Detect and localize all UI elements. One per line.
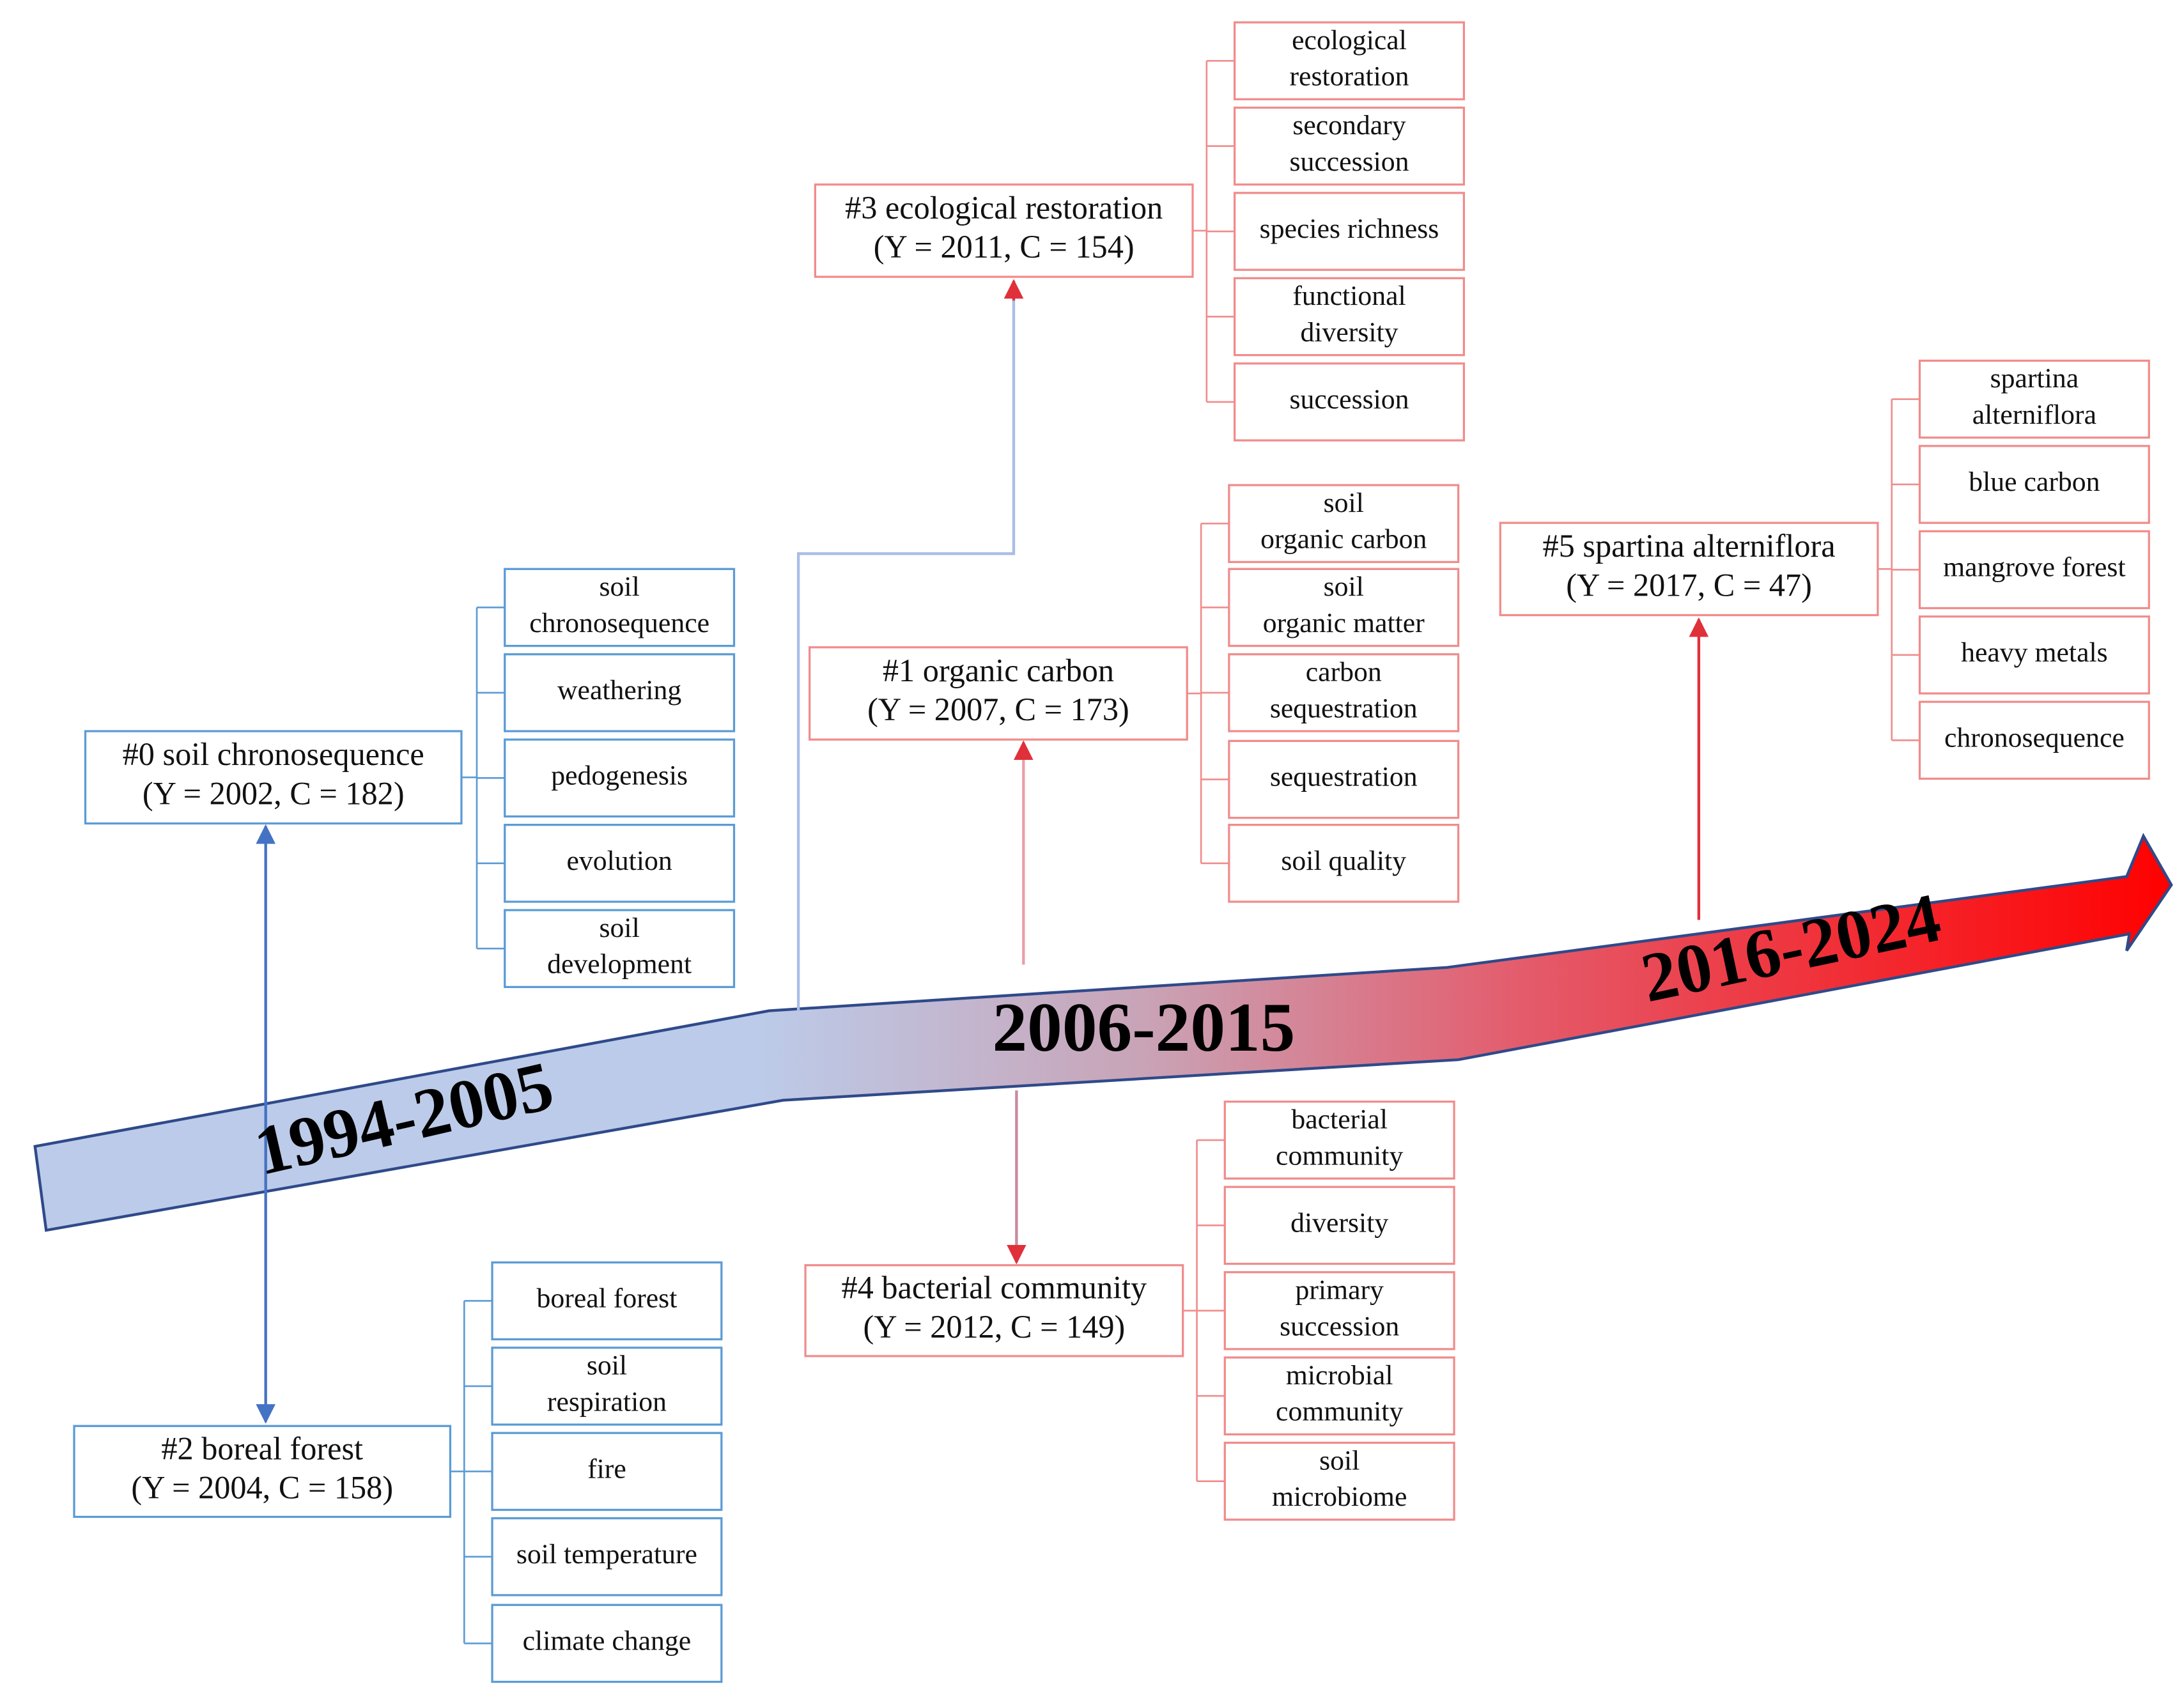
keyword: community (1276, 1396, 1403, 1427)
keyword: mangrove forest (1943, 552, 2126, 582)
keyword: microbiome (1272, 1481, 1407, 1512)
keyword: evolution (566, 846, 672, 876)
keyword: boreal forest (537, 1283, 678, 1314)
keyword-box (504, 823, 736, 903)
keyword-box (504, 653, 736, 732)
cluster-stats: (Y = 2004, C = 158) (131, 1470, 393, 1506)
keyword: fire (587, 1453, 626, 1484)
keyword-box (1223, 1356, 1455, 1436)
keyword-box (504, 909, 736, 989)
keyword-box (1223, 1101, 1455, 1180)
keyword: soil quality (1281, 846, 1406, 876)
keyword: species richness (1260, 213, 1439, 244)
keyword: succession (1289, 384, 1409, 415)
keyword: weathering (557, 675, 681, 706)
keyword: carbon (1306, 657, 1382, 688)
cluster-box (804, 1264, 1184, 1357)
cluster-box (1499, 522, 1879, 617)
keyword-box (1223, 1186, 1455, 1265)
keyword-box (1228, 484, 1460, 564)
keyword-box (1918, 445, 2150, 524)
keyword: pedogenesis (551, 760, 688, 791)
cluster-label: #5 spartina alterniflora (1543, 528, 1836, 564)
keyword: soil (600, 913, 640, 943)
keyword: secondary (1292, 110, 1406, 141)
keyword-box (1233, 192, 1466, 271)
cluster-box (814, 183, 1194, 278)
keyword: bacterial (1291, 1104, 1388, 1135)
keyword-box (1233, 106, 1466, 186)
keyword: organic carbon (1260, 524, 1427, 555)
keyword-box (1223, 1271, 1455, 1350)
cluster-label: #3 ecological restoration (845, 190, 1163, 226)
keyword: respiration (547, 1386, 667, 1417)
keyword: soil (600, 571, 640, 602)
keyword: diversity (1290, 1207, 1388, 1238)
keyword: alterniflora (1972, 399, 2096, 430)
cluster-stats: (Y = 2002, C = 182) (143, 775, 405, 811)
keyword-box (504, 568, 736, 647)
cluster-stats: (Y = 2012, C = 149) (864, 1309, 1126, 1345)
cluster-stats: (Y = 2007, C = 173) (867, 692, 1129, 727)
keyword-box (1918, 700, 2150, 780)
keyword-box (491, 1603, 723, 1683)
keyword-box (491, 1432, 723, 1511)
keyword: chronosequence (1944, 722, 2125, 753)
keyword: diversity (1300, 317, 1398, 348)
keyword-box (1918, 359, 2150, 439)
keyword-box (1228, 653, 1460, 732)
cluster-box (808, 646, 1188, 741)
keyword-box (491, 1517, 723, 1596)
connector (796, 281, 1016, 1011)
keyword-box (1233, 21, 1466, 100)
keyword: ecological (1292, 25, 1407, 56)
keyword: succession (1289, 146, 1409, 177)
keyword: soil (1324, 571, 1364, 602)
keyword: soil temperature (516, 1539, 697, 1570)
keyword: soil (587, 1350, 627, 1381)
keyword-box (1233, 277, 1466, 357)
keyword-box (1228, 823, 1460, 903)
keyword: community (1276, 1140, 1403, 1171)
keyword: chronosequence (529, 608, 709, 638)
keyword: blue carbon (1969, 467, 2100, 497)
keyword-box (1918, 530, 2150, 610)
keyword: soil (1324, 488, 1364, 518)
cluster-label: #4 bacterial community (842, 1270, 1147, 1306)
cluster-box (84, 730, 463, 825)
keyword: heavy metals (1961, 637, 2108, 668)
keyword-box (1918, 615, 2150, 695)
period-label: 2006-2015 (993, 989, 1296, 1066)
keyword: primary (1295, 1274, 1384, 1305)
keyword-box (504, 738, 736, 818)
cluster-stats: (Y = 2011, C = 154) (874, 229, 1135, 265)
keyword: functional (1292, 281, 1406, 311)
keyword-box (491, 1261, 723, 1341)
keyword: restoration (1289, 61, 1409, 92)
keyword: soil (1319, 1445, 1359, 1476)
keyword: sequestration (1270, 693, 1418, 723)
cluster-label: #2 boreal forest (161, 1430, 363, 1466)
cluster-box (73, 1425, 452, 1518)
cluster-label: #0 soil chronosequence (123, 736, 424, 772)
keyword: organic matter (1263, 608, 1425, 638)
keyword-box (1233, 362, 1466, 442)
keyword: sequestration (1270, 762, 1418, 792)
keyword: development (547, 949, 692, 980)
keyword-box (1223, 1441, 1455, 1521)
keyword-box (1228, 739, 1460, 819)
keyword: microbial (1286, 1360, 1393, 1391)
keyword: climate change (523, 1625, 692, 1656)
keyword: succession (1280, 1311, 1399, 1341)
cluster-stats: (Y = 2017, C = 47) (1566, 567, 1812, 603)
cluster-label: #1 organic carbon (883, 653, 1114, 688)
keyword-box (1228, 568, 1460, 647)
keyword-box (491, 1347, 723, 1426)
timeline-arrow (33, 833, 2173, 1232)
keyword: spartina (1990, 363, 2079, 394)
